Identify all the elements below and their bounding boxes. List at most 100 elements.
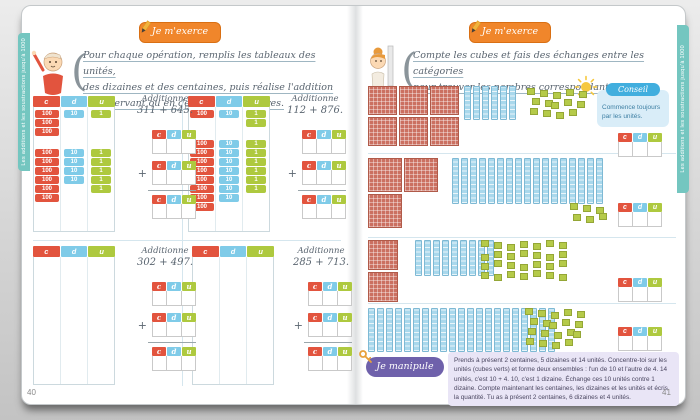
ten-rod xyxy=(521,308,528,352)
cdu-header-cell: u xyxy=(243,96,271,107)
left-exercise-banner: Je m'exerce xyxy=(138,20,221,43)
cdu-header-cell: d xyxy=(60,246,88,257)
cdu-header-cell: u xyxy=(648,203,662,212)
cdu-header-cell: c xyxy=(618,133,632,142)
cdu-body-row xyxy=(618,336,662,351)
unit-cube xyxy=(546,272,554,279)
cdu-cell xyxy=(181,170,195,184)
hundred-tile: 100 xyxy=(190,203,214,211)
sun-icon xyxy=(574,75,598,99)
cdu-cell xyxy=(323,356,338,370)
cdu-cell xyxy=(633,287,648,301)
cdu-cell xyxy=(619,336,634,350)
ten-tile: 10 xyxy=(219,149,239,157)
hundred-flat xyxy=(368,117,397,146)
ten-rod xyxy=(569,158,576,204)
hundred-flat xyxy=(368,158,402,192)
ten-tile: 10 xyxy=(219,185,239,193)
operation-text: 302 + 497. xyxy=(136,257,194,268)
ten-rod xyxy=(433,240,440,276)
cdu-header-cell: u xyxy=(648,327,662,336)
row-separator xyxy=(368,153,676,154)
cdu-cell xyxy=(153,356,168,370)
ten-rod xyxy=(368,308,375,352)
unit-tile: 1 xyxy=(246,119,266,127)
unit-cube xyxy=(556,112,564,119)
unit-cube xyxy=(533,270,541,277)
unit-cube xyxy=(520,273,528,280)
cdu-header-cell: d xyxy=(633,327,647,336)
manipule-text: Prends à présent 2 centaines, 5 dizaines… xyxy=(448,352,679,407)
unit-cube xyxy=(553,92,561,99)
sum-line xyxy=(304,342,352,343)
cdu-header-cell: d xyxy=(633,278,647,287)
hundreds-flats xyxy=(368,86,461,146)
cdu-header-cell: u xyxy=(88,246,116,257)
instruction-line: en observant ou en dessinant les timbres… xyxy=(83,98,284,109)
instruction-brace: ( xyxy=(71,46,88,95)
ten-rod xyxy=(497,158,504,204)
cdu-header-cell: d xyxy=(219,246,247,257)
key-icon xyxy=(359,350,372,363)
unit-cube xyxy=(562,319,570,326)
ten-rod xyxy=(469,240,476,276)
tile-group: 10 10 10 10 xyxy=(64,149,84,203)
unit-cube xyxy=(481,263,489,270)
cdu-cell xyxy=(633,336,648,350)
cdu-cell xyxy=(331,139,345,153)
instruction-line: Compte les cubes et fais des échanges en… xyxy=(413,50,645,77)
unit-cube xyxy=(520,250,528,257)
tile-group: 100 100 100 100 100 100 xyxy=(35,149,59,203)
cdu-header-cell: d xyxy=(323,313,337,322)
cdu-body-row xyxy=(302,170,346,185)
unit-cube xyxy=(494,260,502,267)
cdu-header-cell: c xyxy=(33,246,60,257)
cdu-cell xyxy=(323,322,338,336)
unit-cube xyxy=(569,109,577,116)
instruction-line: des dizaines et des centaines, puis réal… xyxy=(83,82,334,93)
cdu-header-cell: c xyxy=(33,96,60,107)
operation-text: 285 + 713. xyxy=(292,257,350,268)
hundred-flat xyxy=(399,117,428,146)
cdu-cell xyxy=(633,212,648,226)
place-value-table-1: c d u 100 100 100 100 100 100 100 100 100 10 10 10 10 10… xyxy=(33,96,116,232)
unit-tile: 1 xyxy=(91,167,111,175)
tile-group: 10 10 10 10 10 10 10 xyxy=(219,140,239,212)
unit-cube xyxy=(507,262,515,269)
ten-rod xyxy=(494,308,501,352)
cdu-cell xyxy=(303,139,318,153)
cdu-header-cell: u xyxy=(332,195,346,204)
cdu-header-cell: c xyxy=(308,282,322,291)
sum-line xyxy=(148,190,196,191)
hundred-tile: 100 xyxy=(35,167,59,175)
cdu-cell xyxy=(317,139,332,153)
cdu-cell xyxy=(167,204,182,218)
cdu-header-cell: c xyxy=(618,203,632,212)
hundred-tile: 100 xyxy=(190,158,214,166)
cdu-cell xyxy=(181,322,195,336)
ten-rod xyxy=(506,158,513,204)
row-separator xyxy=(368,303,676,304)
cdu-cell xyxy=(331,170,345,184)
exercise-label: Additionne xyxy=(297,246,345,256)
chapter-tab-label: Les additions et les soustractions jusqu… xyxy=(680,45,686,173)
ten-rod xyxy=(515,158,522,204)
unit-tile: 1 xyxy=(246,110,266,118)
hundreds-flats xyxy=(368,158,440,228)
cdu-header-cell: d xyxy=(317,195,331,204)
cdu-cell xyxy=(619,142,634,156)
